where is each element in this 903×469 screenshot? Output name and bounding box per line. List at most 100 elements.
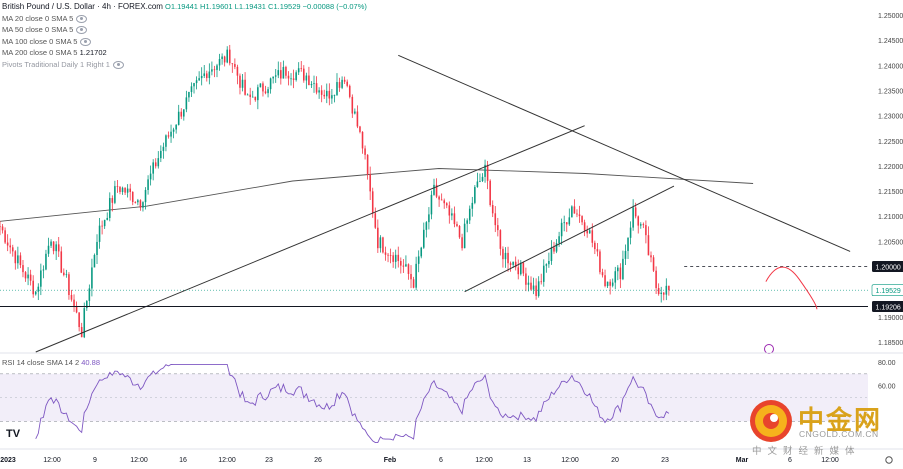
candle-body xyxy=(634,207,637,217)
candle-body xyxy=(262,83,264,92)
time-tick-label: 12:00 xyxy=(561,457,579,464)
candle-body xyxy=(507,252,509,264)
candle-body xyxy=(152,162,154,174)
candle-body xyxy=(525,273,527,285)
candle-body xyxy=(40,270,42,287)
candle-body xyxy=(188,92,190,98)
descending-resistance-line[interactable] xyxy=(398,54,851,252)
time-axis[interactable]: 2023 12:00 9 12:00 16 12:00 23 26 Feb 6 12:00 13 12:… xyxy=(0,448,903,464)
candle-body xyxy=(80,327,83,338)
candle-body xyxy=(290,78,292,80)
candle-body xyxy=(522,262,525,274)
time-tick-label: Mar xyxy=(736,457,749,464)
candle-body xyxy=(517,267,520,275)
candle-body xyxy=(537,281,540,296)
candle-body xyxy=(662,292,665,295)
candle-body xyxy=(137,200,139,203)
candle-body xyxy=(364,148,366,155)
candle-body xyxy=(116,186,119,187)
candle-body xyxy=(412,279,415,288)
candle-body xyxy=(456,224,458,227)
candle-body xyxy=(532,285,535,290)
candle-body xyxy=(328,90,331,99)
candle-body xyxy=(397,254,400,262)
trendline-drawings[interactable] xyxy=(0,54,868,354)
candle-body xyxy=(249,94,251,98)
time-tick-label: 16 xyxy=(179,457,187,464)
symbol-title[interactable]: British Pound / U.S. Dollar · 4h · FOREX… xyxy=(2,2,163,11)
ascending-support-long-line[interactable] xyxy=(35,125,585,353)
candle-body xyxy=(121,187,124,192)
candle-body xyxy=(50,241,52,246)
candle-body xyxy=(17,255,19,264)
alert-icon[interactable] xyxy=(764,344,774,354)
rsi-legend[interactable]: RSI 14 close SMA 14 2 40.88 xyxy=(2,358,100,367)
candle-body xyxy=(267,89,269,94)
candle-body xyxy=(466,220,468,224)
candle-body xyxy=(4,230,6,243)
price-badge-text: 1.20000 xyxy=(876,265,901,272)
price-badge-text: 1.19529 xyxy=(876,288,901,295)
candle-body xyxy=(578,214,581,217)
candle-body xyxy=(124,187,126,193)
price-axis[interactable]: 1.25000 1.24500 1.24000 1.23500 1.23000 1.225… xyxy=(868,0,903,469)
candle-body xyxy=(226,49,229,63)
candle-body xyxy=(497,225,499,231)
candle-body xyxy=(313,83,315,85)
eye-icon[interactable] xyxy=(76,14,88,23)
candle-body xyxy=(346,81,348,86)
candle-body xyxy=(389,255,392,256)
candle-body xyxy=(47,245,50,254)
candle-body xyxy=(568,217,571,225)
candle-body xyxy=(655,270,657,289)
candle-body xyxy=(259,83,262,88)
candle-body xyxy=(231,63,234,65)
candle-body xyxy=(583,222,586,231)
ascending-channel-line[interactable] xyxy=(464,185,675,293)
candle-body xyxy=(29,274,32,281)
candle-body xyxy=(343,79,346,82)
candle-body xyxy=(269,78,272,90)
eye-icon[interactable] xyxy=(112,60,124,69)
watermark-tagline: 中文财经新媒体 xyxy=(752,446,861,457)
indicator-ma50[interactable]: MA 50 close 0 SMA 5 xyxy=(2,24,367,36)
indicator-pivots[interactable]: Pivots Traditional Daily 1 Right 1 xyxy=(2,59,367,71)
indicator-ma200[interactable]: MA 200 close 0 SMA 5 1.21702 xyxy=(2,47,367,59)
price-axis-bg xyxy=(868,0,903,469)
indicator-label: MA 100 close 0 SMA 5 xyxy=(2,36,78,46)
candle-body xyxy=(458,226,461,238)
tradingview-logo[interactable]: TV xyxy=(6,428,21,440)
candle-body xyxy=(479,180,481,182)
candle-body xyxy=(318,90,320,93)
candle-body xyxy=(430,194,433,215)
eye-icon[interactable] xyxy=(76,26,88,35)
candle-body xyxy=(359,126,361,132)
candle-body xyxy=(581,216,583,223)
candle-body xyxy=(338,82,341,88)
candle-body xyxy=(22,265,24,273)
candle-body xyxy=(333,94,336,96)
candle-body xyxy=(642,224,645,226)
candle-body xyxy=(91,267,93,289)
time-tick-label: 13 xyxy=(523,457,531,464)
candle-body xyxy=(331,95,333,99)
candle-body xyxy=(285,66,287,76)
candle-body xyxy=(228,49,231,64)
candle-body xyxy=(1,226,4,231)
candle-body xyxy=(571,206,573,218)
candle-body xyxy=(527,282,530,285)
candle-body xyxy=(535,285,537,296)
candle-body xyxy=(167,135,170,137)
eye-icon[interactable] xyxy=(80,37,92,46)
projection-curve[interactable] xyxy=(765,266,818,310)
candle-body xyxy=(139,200,142,208)
indicator-ma20[interactable]: MA 20 close 0 SMA 5 xyxy=(2,13,367,25)
indicator-ma100[interactable]: MA 100 close 0 SMA 5 xyxy=(2,36,367,48)
time-tick-label: 12:00 xyxy=(43,457,61,464)
gear-icon[interactable] xyxy=(885,456,893,464)
candle-body xyxy=(24,272,27,279)
price-tick-label: 1.25000 xyxy=(878,13,903,20)
candle-body xyxy=(489,180,491,206)
candle-body xyxy=(213,69,216,71)
